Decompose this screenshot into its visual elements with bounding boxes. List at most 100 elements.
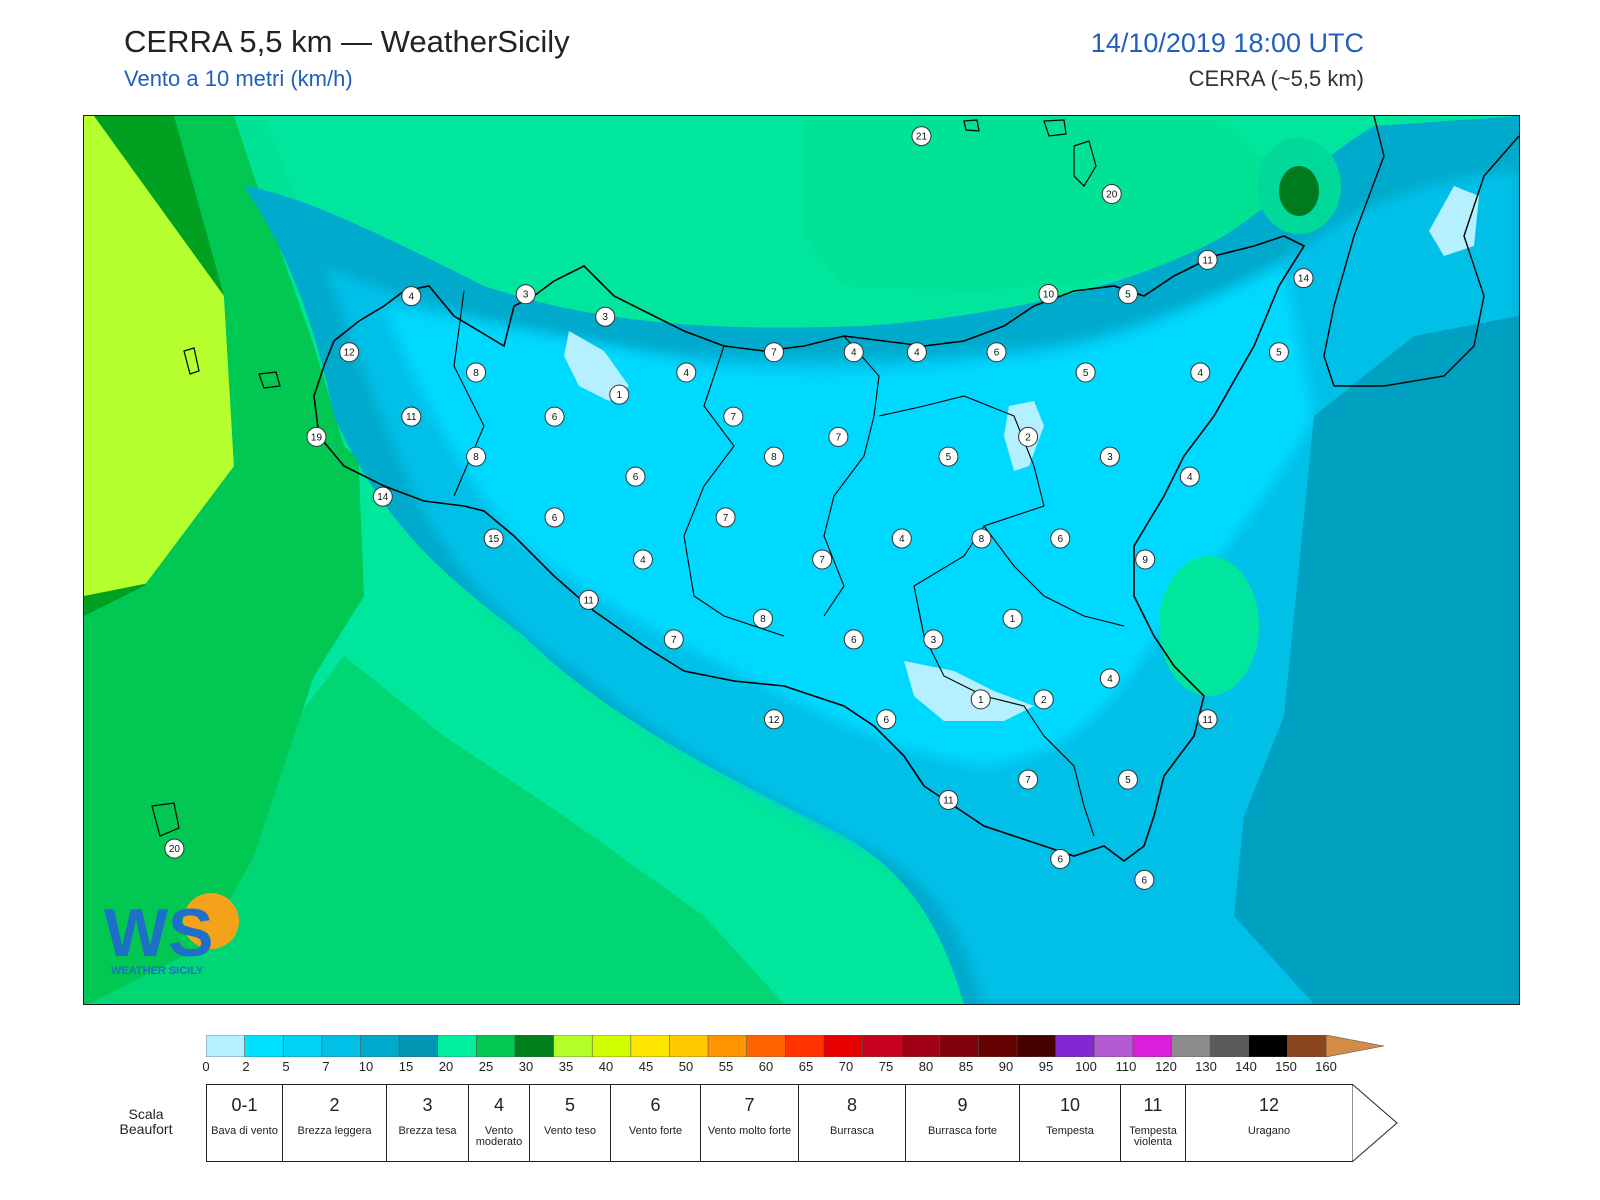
wind-value-text: 11 [943, 795, 954, 806]
colorbar-segment [360, 1035, 400, 1057]
beaufort-number: 6 [650, 1095, 661, 1115]
wind-value-label: 11 [1197, 249, 1218, 270]
colorbar-segment [939, 1035, 980, 1057]
wind-map: 21 20 11 14 4 3 3 10 5 12 7 4 4 6 5 8 4 5 4 1 11 6 7 19 7 2 8 8 5 3 6 4… [83, 115, 1520, 1005]
beaufort-cell: 10 Tempesta [1019, 1084, 1121, 1162]
wind-value-label: 4 [906, 342, 927, 363]
beaufort-cell: 0-1 Bava di vento [206, 1084, 283, 1162]
wind-value-text: 7 [836, 432, 842, 443]
wind-value-marker [1179, 466, 1200, 487]
wind-value-label: 7 [828, 426, 849, 447]
wind-value-label: 7 [763, 342, 784, 363]
beaufort-cell: 12 Uragano [1185, 1084, 1353, 1162]
wind-value-label: 2 [1018, 426, 1039, 447]
wind-value-label: 4 [1190, 362, 1211, 383]
beaufort-name: Uragano [1247, 1125, 1291, 1137]
wind-value-text: 6 [552, 412, 558, 423]
colorbar-segment [437, 1035, 478, 1057]
wind-value-marker [1050, 848, 1071, 869]
wind-value-text: 4 [1187, 472, 1193, 483]
weathersicily-logo: WS WEATHER SICILY [99, 886, 239, 981]
wind-value-marker [1117, 769, 1138, 790]
wind-value-label: 8 [763, 446, 784, 467]
wind-value-text: 20 [1106, 189, 1118, 200]
wind-value-marker [663, 629, 684, 650]
colorbar-segment [900, 1035, 941, 1057]
colorbar-tick-label: 140 [1235, 1059, 1257, 1074]
wind-value-marker [1050, 528, 1071, 549]
southwest-green-zone [84, 656, 784, 1004]
ionian-teal-zone [1234, 316, 1519, 1004]
colorbar-segment [476, 1035, 516, 1057]
colorbar-segment [1132, 1035, 1173, 1057]
beaufort-name: Burrasca [829, 1125, 875, 1137]
colorbar-segment [630, 1035, 671, 1057]
wind-value-text: 6 [884, 715, 890, 726]
colorbar-tick-label: 7 [322, 1059, 330, 1074]
colorbar-tick-label: 35 [558, 1059, 574, 1074]
colorbar-tick-label: 100 [1075, 1059, 1097, 1074]
logo-brand: WEATHER SICILY [111, 965, 204, 977]
colorbar-segment [282, 1035, 323, 1057]
wind-value-text: 9 [1142, 555, 1148, 566]
wind-value-label: 4 [632, 549, 653, 570]
wind-value-label: 11 [1197, 709, 1218, 730]
wind-value-text: 4 [1198, 368, 1204, 379]
colorbar-tick-label: 80 [918, 1059, 934, 1074]
wind-value-label: 11 [938, 789, 959, 810]
wind-value-label: 4 [676, 362, 697, 383]
wind-value-text: 6 [552, 513, 558, 524]
wind-value-marker [843, 629, 864, 650]
wind-value-marker [876, 709, 897, 730]
wind-value-text: 4 [1107, 674, 1113, 685]
wind-value-text: 14 [377, 492, 389, 503]
wind-value-label: 7 [812, 549, 833, 570]
wind-value-marker [632, 549, 653, 570]
wind-value-label: 20 [164, 838, 185, 859]
wind-value-text: 7 [1025, 775, 1031, 786]
wind-value-marker [401, 286, 422, 307]
beaufort-number: 5 [564, 1095, 575, 1115]
wind-value-text: 7 [723, 513, 729, 524]
wind-value-text: 14 [1298, 274, 1310, 285]
wind-value-text: 8 [979, 534, 985, 545]
wind-value-label: 6 [1134, 869, 1155, 890]
wind-value-text: 6 [1057, 534, 1063, 545]
wind-value-marker [911, 126, 932, 147]
colorbar-tick-label: 0 [202, 1059, 210, 1074]
island-salina [1043, 119, 1067, 137]
wind-value-text: 8 [473, 368, 479, 379]
wind-value-marker [515, 284, 536, 305]
calabria-coastline [1323, 116, 1519, 387]
colorbar-tick-label: 120 [1155, 1059, 1177, 1074]
beaufort-name: Vento teso [544, 1125, 596, 1137]
beaufort-scale-arrow [1352, 1084, 1398, 1162]
wind-value-marker [1134, 869, 1155, 890]
wind-value-marker [1101, 183, 1122, 204]
wind-value-text: 1 [978, 695, 984, 706]
beaufort-name: Vento molto forte [707, 1125, 792, 1137]
beaufort-name: Tempesta [1046, 1125, 1094, 1137]
wind-value-marker [1197, 709, 1218, 730]
wind-value-label: 4 [1179, 466, 1200, 487]
wind-value-marker [578, 589, 599, 610]
wind-value-marker [891, 528, 912, 549]
wind-value-text: 7 [819, 555, 825, 566]
wind-value-label: 5 [1117, 283, 1138, 304]
wind-value-marker [970, 689, 991, 710]
wind-value-text: 12 [768, 715, 780, 726]
beaufort-cell: 6 Vento forte [610, 1084, 701, 1162]
wind-value-label: 6 [1050, 848, 1071, 869]
wind-value-marker [372, 486, 393, 507]
island-marettimo [183, 347, 200, 375]
wind-value-marker [1197, 249, 1218, 270]
wind-value-label: 8 [466, 362, 487, 383]
wind-value-marker [715, 507, 736, 528]
colorbar-tick-label: 75 [878, 1059, 894, 1074]
colorbar-tick-label: 90 [998, 1059, 1014, 1074]
wind-value-label: 5 [938, 446, 959, 467]
colorbar-segment [1055, 1035, 1096, 1057]
colorbar-tick-label: 70 [838, 1059, 854, 1074]
